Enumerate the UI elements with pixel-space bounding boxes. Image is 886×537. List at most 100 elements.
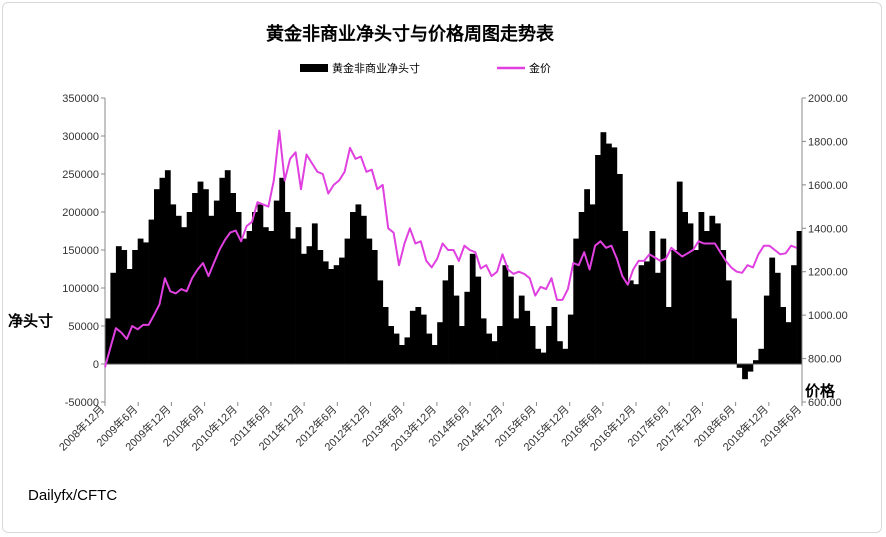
position-bar-1: [110, 272, 117, 364]
position-bar-7: [143, 242, 149, 364]
position-bar-8: [148, 219, 155, 364]
left-tick-label-1: 300000: [62, 131, 99, 143]
position-bar-118: [747, 364, 754, 372]
position-bar-79: [535, 348, 541, 364]
position-bar-66: [464, 291, 471, 364]
position-bar-109: [698, 212, 705, 364]
position-bar-71: [491, 341, 498, 364]
position-bar-77: [524, 310, 531, 364]
position-bar-11: [164, 170, 171, 364]
position-bar-23: [230, 193, 236, 364]
position-bar-60: [431, 345, 438, 364]
position-bar-5: [132, 250, 138, 364]
position-bar-4: [126, 269, 133, 364]
position-bar-58: [420, 314, 427, 364]
right-axis-ticks: 2000.00 1800.00 1600.00 1400.00 1200.00 1000.…: [802, 93, 848, 409]
position-bar-111: [709, 215, 716, 364]
position-bar-103: [665, 307, 672, 364]
position-bars: [105, 132, 803, 380]
position-bar-68: [475, 276, 482, 364]
position-bar-102: [660, 238, 667, 364]
position-bar-90: [595, 155, 601, 364]
price-line: [104, 129, 797, 368]
position-bar-12: [170, 204, 177, 364]
legend: 黄金非商业净头寸 金价: [300, 61, 551, 75]
position-bar-76: [518, 295, 525, 364]
position-bar-51: [382, 307, 389, 364]
position-bar-26: [246, 231, 253, 364]
left-tick-label-5: 100000: [62, 283, 99, 295]
position-bar-27: [252, 212, 258, 364]
position-bar-36: [301, 253, 307, 364]
position-bar-124: [780, 307, 786, 364]
position-bar-121: [763, 295, 770, 364]
legend-position-label: 黄金非商业净头寸: [332, 61, 420, 75]
position-bar-62: [442, 280, 449, 364]
position-bar-56: [409, 310, 416, 364]
position-bar-65: [458, 326, 465, 364]
position-bar-89: [589, 204, 596, 364]
position-bar-18: [203, 189, 209, 364]
position-bar-93: [611, 147, 618, 364]
position-bar-88: [584, 189, 590, 364]
right-tick-label-5: 1000.00: [808, 310, 848, 322]
position-bar-126: [791, 265, 797, 364]
position-bar-83: [557, 341, 563, 364]
position-bar-100: [649, 231, 656, 364]
position-bar-123: [774, 272, 781, 364]
position-bar-114: [725, 280, 732, 364]
position-bar-32: [279, 177, 286, 364]
position-bar-98: [638, 265, 645, 364]
right-tick-label-0: 2000.00: [808, 93, 848, 105]
position-bar-119: [753, 360, 759, 364]
position-bar-67: [469, 253, 476, 364]
position-bar-108: [693, 250, 699, 364]
position-bar-127: [796, 231, 803, 364]
position-bar-47: [360, 215, 367, 364]
position-bar-21: [219, 177, 226, 364]
position-bar-64: [453, 295, 460, 364]
left-tick-label-3: 200000: [62, 207, 99, 219]
left-tick-label-0: 350000: [62, 93, 99, 105]
position-bar-122: [769, 257, 776, 364]
position-bar-31: [273, 200, 280, 364]
position-bar-78: [529, 326, 536, 364]
position-bar-39: [317, 250, 324, 364]
position-bar-38: [311, 223, 318, 364]
position-bar-20: [213, 200, 220, 364]
left-tick-label-6: 50000: [68, 321, 99, 333]
position-bar-53: [393, 333, 400, 364]
position-bar-106: [682, 212, 688, 364]
position-bar-116: [736, 364, 743, 368]
position-bar-2: [115, 246, 122, 364]
position-bar-33: [284, 212, 291, 364]
position-bar-48: [366, 238, 373, 364]
position-bar-84: [562, 348, 569, 364]
position-bar-40: [322, 261, 329, 364]
position-bar-43: [339, 257, 345, 364]
position-bar-72: [497, 326, 503, 364]
right-axis-title: 价格: [805, 382, 836, 400]
position-bar-117: [742, 364, 748, 380]
legend-price-label: 金价: [529, 61, 551, 75]
position-bar-30: [268, 231, 275, 364]
position-bar-87: [578, 212, 585, 364]
position-bar-112: [714, 223, 721, 364]
position-bar-16: [192, 193, 198, 364]
position-bar-57: [415, 307, 422, 364]
position-bar-54: [399, 345, 405, 364]
position-bar-41: [328, 269, 335, 364]
position-bar-107: [687, 223, 694, 364]
position-bar-91: [600, 132, 607, 364]
position-bar-63: [448, 265, 454, 364]
position-bar-74: [508, 276, 514, 364]
position-bar-28: [257, 204, 264, 364]
position-bar-113: [720, 250, 727, 364]
position-bar-61: [437, 322, 443, 364]
right-tick-label-1: 1800.00: [808, 136, 848, 148]
position-bar-55: [404, 337, 411, 364]
position-bar-96: [627, 280, 634, 364]
position-bar-69: [480, 318, 487, 364]
chart-title: 黄金非商业净头寸与价格周图走势表: [266, 23, 555, 45]
